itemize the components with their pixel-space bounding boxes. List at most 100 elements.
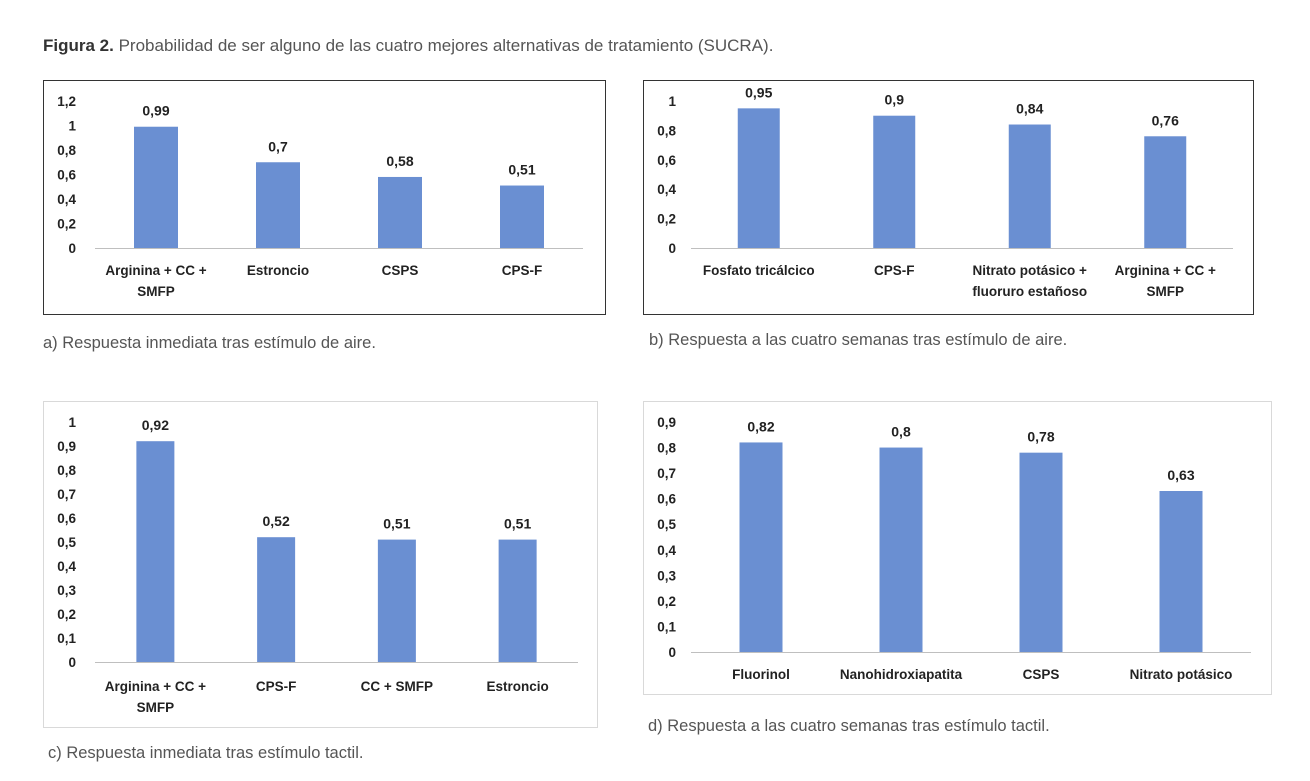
- y-tick-label: 0,3: [57, 583, 76, 598]
- y-tick-label: 0,8: [57, 463, 76, 478]
- y-tick-label: 0: [668, 645, 676, 660]
- y-tick-label: 0,2: [57, 217, 76, 232]
- y-tick-label: 0,8: [657, 441, 676, 456]
- category-label: Arginina + CC +: [105, 679, 206, 694]
- y-tick-label: 1: [68, 415, 76, 430]
- category-label: CSPS: [382, 263, 419, 278]
- bar: [498, 539, 537, 662]
- category-label: Nitrato potásico: [1130, 667, 1233, 682]
- chart-panel-c: 0 0,1 0,2 0,3 0,4 0,5 0,6 0,7 0,8 0,9 1 0,92 Arginin…: [43, 401, 598, 728]
- figure-label: Figura 2.: [43, 36, 114, 55]
- bar: [873, 115, 916, 248]
- data-label: 0,8: [891, 424, 911, 440]
- y-tick-label: 1,2: [57, 94, 76, 109]
- y-tick-label: 0,2: [57, 607, 76, 622]
- y-tick-label: 0,8: [57, 143, 76, 158]
- bar-chart-d: 0 0,1 0,2 0,3 0,4 0,5 0,6 0,7 0,8 0,9 0,82 Fluorino…: [643, 401, 1272, 695]
- data-label: 0,95: [745, 84, 772, 100]
- y-tick-label: 0,6: [57, 511, 76, 526]
- bar: [378, 176, 422, 248]
- y-tick-label: 0,3: [657, 568, 676, 583]
- y-tick-label: 0,4: [57, 192, 76, 207]
- category-label: SMFP: [1146, 284, 1184, 299]
- bar: [1008, 124, 1051, 248]
- data-label: 0,51: [508, 162, 535, 178]
- bar-chart-c: 0 0,1 0,2 0,3 0,4 0,5 0,6 0,7 0,8 0,9 1 0,92 Arginin…: [43, 401, 598, 728]
- data-label: 0,99: [142, 103, 169, 119]
- data-label: 0,51: [504, 516, 531, 532]
- y-tick-label: 0,8: [657, 123, 676, 138]
- y-tick-label: 0,6: [657, 153, 676, 168]
- bar: [1159, 491, 1203, 652]
- y-tick-label: 0,6: [657, 492, 676, 507]
- data-label: 0,58: [386, 153, 413, 169]
- caption-c: c) Respuesta inmediata tras estímulo tac…: [48, 744, 364, 762]
- bar: [257, 537, 296, 662]
- category-label: CPS-F: [502, 263, 543, 278]
- figure-title: Figura 2. Probabilidad de ser alguno de …: [43, 36, 773, 56]
- bar: [1144, 136, 1187, 248]
- y-tick-label: 0,9: [657, 415, 676, 430]
- y-tick-label: 1: [668, 94, 676, 109]
- data-label: 0,63: [1167, 467, 1194, 483]
- category-label: SMFP: [137, 700, 175, 715]
- bar: [136, 441, 175, 662]
- data-label: 0,76: [1152, 112, 1179, 128]
- y-tick-label: 0,4: [657, 182, 676, 197]
- y-tick-label: 0: [68, 241, 76, 256]
- category-label: Estroncio: [486, 679, 548, 694]
- figure-text: Probabilidad de ser alguno de las cuatro…: [118, 36, 774, 55]
- y-tick-label: 0,5: [57, 535, 76, 550]
- y-tick-label: 0,6: [57, 168, 76, 183]
- category-label: Nanohidroxiapatita: [840, 667, 963, 682]
- bar: [1019, 452, 1063, 652]
- caption-d: d) Respuesta a las cuatro semanas tras e…: [648, 717, 1050, 735]
- category-label: Fluorinol: [732, 667, 790, 682]
- caption-a: a) Respuesta inmediata tras estímulo de …: [43, 334, 376, 352]
- y-tick-label: 0,4: [57, 559, 76, 574]
- data-label: 0,52: [263, 513, 290, 529]
- category-label: Estroncio: [247, 263, 309, 278]
- bar-chart-b: 0 0,2 0,4 0,6 0,8 1 0,95 Fosfato tricálcico 0,9 C…: [643, 80, 1254, 315]
- category-label: CSPS: [1023, 667, 1060, 682]
- y-tick-label: 0,1: [657, 619, 676, 634]
- y-tick-label: 0,7: [657, 466, 676, 481]
- y-tick-label: 0,5: [657, 517, 676, 532]
- y-tick-label: 0,9: [57, 439, 76, 454]
- y-tick-label: 0,2: [657, 594, 676, 609]
- category-label: fluoruro estañoso: [972, 284, 1087, 299]
- data-label: 0,7: [268, 138, 288, 154]
- category-label: CPS-F: [256, 679, 297, 694]
- caption-b: b) Respuesta a las cuatro semanas tras e…: [649, 331, 1068, 349]
- bar: [879, 447, 923, 652]
- chart-panel-d: 0 0,1 0,2 0,3 0,4 0,5 0,6 0,7 0,8 0,9 0,82 Fluorino…: [643, 401, 1272, 695]
- category-label: SMFP: [137, 284, 175, 299]
- data-label: 0,82: [747, 418, 774, 434]
- y-tick-label: 0: [668, 241, 676, 256]
- bar: [500, 185, 544, 248]
- data-label: 0,51: [383, 516, 410, 532]
- bar: [377, 539, 416, 662]
- bar: [737, 108, 780, 248]
- y-tick-label: 0,1: [57, 631, 76, 646]
- y-tick-label: 1: [68, 119, 76, 134]
- bar-chart-a: 0 0,2 0,4 0,6 0,8 1 1,2 0,99 Arginina + CC + SMFP…: [43, 80, 606, 315]
- bar: [256, 162, 300, 248]
- chart-panel-a: 0 0,2 0,4 0,6 0,8 1 1,2 0,99 Arginina + CC + SMFP…: [43, 80, 606, 315]
- bar: [739, 442, 783, 652]
- category-label: CC + SMFP: [361, 679, 433, 694]
- category-label: Arginina + CC +: [1115, 263, 1216, 278]
- category-label: Fosfato tricálcico: [703, 263, 815, 278]
- data-label: 0,92: [142, 417, 169, 433]
- category-label: CPS-F: [874, 263, 915, 278]
- y-tick-label: 0,7: [57, 487, 76, 502]
- y-tick-label: 0: [68, 655, 76, 670]
- data-label: 0,84: [1016, 101, 1043, 117]
- category-label: Arginina + CC +: [105, 263, 206, 278]
- chart-panel-b: 0 0,2 0,4 0,6 0,8 1 0,95 Fosfato tricálcico 0,9 C…: [643, 80, 1254, 315]
- bar: [134, 126, 178, 248]
- data-label: 0,78: [1027, 429, 1054, 445]
- category-label: Nitrato potásico +: [973, 263, 1088, 278]
- data-label: 0,9: [885, 92, 905, 108]
- y-tick-label: 0,2: [657, 212, 676, 227]
